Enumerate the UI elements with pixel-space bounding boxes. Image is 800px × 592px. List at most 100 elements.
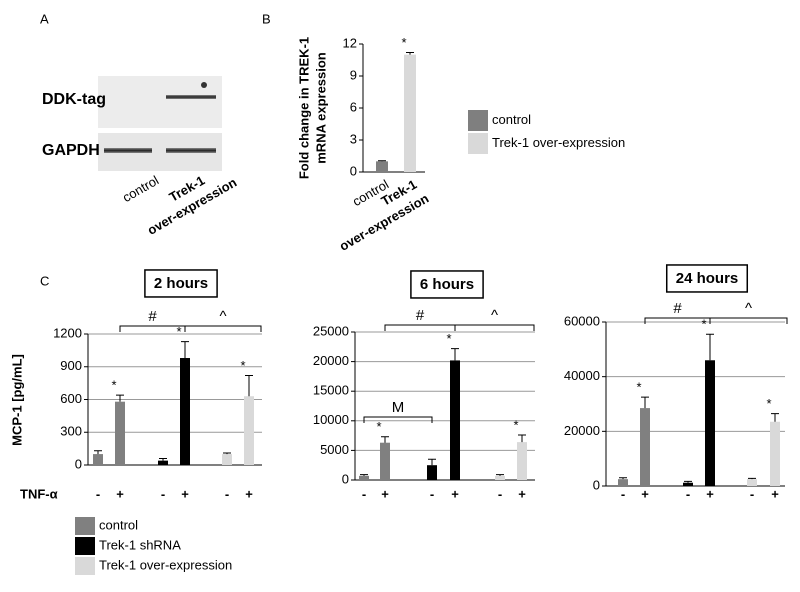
y-tick-label: 60000 <box>564 313 600 328</box>
bracket <box>454 324 535 331</box>
legend-swatch <box>468 133 488 154</box>
y-tick-label: 0 <box>593 477 600 492</box>
bracket-label: ^ <box>219 308 226 325</box>
error-bar <box>223 452 231 455</box>
x-tick-label: - <box>498 486 502 501</box>
bracket-label: # <box>416 307 425 324</box>
error-bar <box>378 160 386 162</box>
y-tick-label: 20000 <box>313 353 349 368</box>
y-tick-label: 1200 <box>53 325 82 340</box>
bar <box>158 460 168 465</box>
error-bar <box>706 333 714 361</box>
x-tick-label: + <box>641 486 649 501</box>
error-bar <box>641 396 649 409</box>
y-axis-label: MCP-1 [pg/mL] <box>9 354 24 446</box>
bar <box>222 454 232 465</box>
y-tick-label: 9 <box>350 67 357 82</box>
blot-lane-label: control <box>120 173 161 206</box>
y-tick-label: 3 <box>350 131 357 146</box>
bar <box>180 358 190 465</box>
x-tick-label: - <box>430 486 434 501</box>
y-tick-label: 0 <box>75 456 82 471</box>
bracket <box>184 325 262 332</box>
error-bar <box>496 474 504 476</box>
x-tick-label: - <box>621 486 625 501</box>
y-tick-label: 600 <box>60 391 82 406</box>
x-tick-label: + <box>518 486 526 501</box>
bracket <box>363 416 433 423</box>
bar <box>495 475 505 480</box>
y-tick-label: 6 <box>350 99 357 114</box>
significance-star: * <box>401 35 406 50</box>
bar <box>115 401 125 465</box>
bar <box>640 408 650 486</box>
title-box <box>410 270 484 299</box>
x-tick-label: + <box>116 486 124 501</box>
significance-star: * <box>111 378 116 393</box>
blot-row-label: DDK-tag <box>42 91 106 108</box>
x-tick-label: + <box>381 486 389 501</box>
bar <box>376 161 388 172</box>
x-tick-label: - <box>686 486 690 501</box>
bar <box>93 454 103 465</box>
legend-label: control <box>492 112 531 127</box>
bar <box>770 421 780 486</box>
legend-label: Trek-1 over-expression <box>492 135 625 150</box>
error-bar <box>518 434 526 443</box>
error-bar <box>360 474 368 476</box>
error-bar <box>406 52 414 55</box>
bracket <box>709 317 788 324</box>
bar <box>359 475 369 480</box>
bracket-label: ^ <box>491 307 498 324</box>
bar <box>683 482 693 486</box>
y-tick-label: 5000 <box>320 442 349 457</box>
legend-swatch <box>75 557 95 575</box>
error-bar <box>748 477 756 480</box>
bar <box>705 360 715 486</box>
x-tick-label: - <box>225 486 229 501</box>
error-bar <box>116 394 124 402</box>
legend-swatch <box>75 517 95 535</box>
error-bar <box>94 450 102 455</box>
error-bar <box>381 436 389 443</box>
blot-spot <box>201 82 207 88</box>
panel-label: A <box>40 11 49 26</box>
bar <box>427 465 437 480</box>
significance-star: * <box>701 317 706 332</box>
significance-star: * <box>240 358 245 373</box>
legend-swatch <box>468 110 488 131</box>
bar <box>618 479 628 486</box>
y-tick-label: 25000 <box>313 323 349 338</box>
bracket-label: M <box>392 399 405 416</box>
significance-star: * <box>766 396 771 411</box>
x-tick-label: - <box>96 486 100 501</box>
error-bar <box>684 480 692 483</box>
x-tick-label: + <box>451 486 459 501</box>
significance-star: * <box>513 417 518 432</box>
bar <box>747 479 757 486</box>
x-tick-label: + <box>181 486 189 501</box>
x-axis-label: TNF-α <box>20 486 58 501</box>
blot-band <box>166 95 216 99</box>
chart-title: 6 hours <box>420 276 474 293</box>
panel-label: C <box>40 273 49 288</box>
y-tick-label: 0 <box>342 471 349 486</box>
panel-label: B <box>262 11 271 26</box>
y-tick-label: 15000 <box>313 383 349 398</box>
error-bar <box>451 348 459 361</box>
y-tick-label: 900 <box>60 358 82 373</box>
y-tick-label: 40000 <box>564 368 600 383</box>
significance-star: * <box>176 324 181 339</box>
y-axis-label: Fold change in TREK-1 <box>296 37 311 179</box>
blot-band <box>166 148 216 153</box>
x-tick-label: - <box>362 486 366 501</box>
significance-star: * <box>636 380 641 395</box>
legend-label: Trek-1 over-expression <box>99 557 232 572</box>
title-box <box>665 264 749 293</box>
y-tick-label: 0 <box>350 163 357 178</box>
bracket-label: ^ <box>745 300 752 317</box>
legend-label: control <box>99 517 138 532</box>
bar <box>517 442 527 480</box>
y-tick-label: 300 <box>60 424 82 439</box>
